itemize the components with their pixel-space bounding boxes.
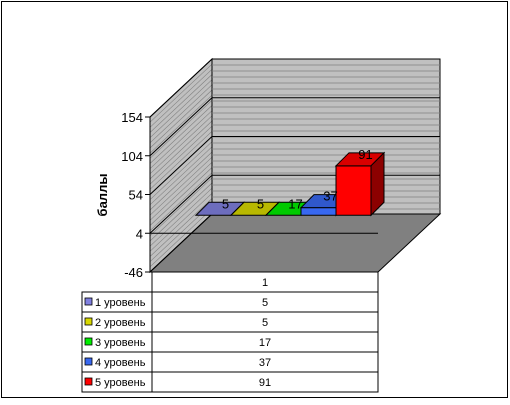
table-value: 91 [259, 377, 271, 389]
table-value: 5 [262, 317, 268, 329]
side-wall-hatch [149, 110, 213, 169]
side-wall-hatch [149, 125, 213, 185]
side-wall-hatch [149, 172, 213, 231]
side-wall-hatch [149, 151, 213, 211]
y-tick-label: 154 [121, 110, 143, 125]
side-wall-hatch [149, 131, 213, 190]
y-tick-label: 4 [136, 226, 143, 241]
table-value: 17 [259, 337, 271, 349]
legend-swatch [84, 317, 93, 326]
y-tick-label: -46 [124, 265, 143, 280]
legend-swatch [84, 377, 93, 386]
table-value: 5 [262, 297, 268, 309]
side-wall-hatch [149, 141, 213, 200]
side-wall-hatch [149, 177, 213, 237]
y-tick-label: 104 [121, 149, 143, 164]
bar-front [300, 207, 337, 216]
chart-walls [148, 57, 442, 274]
side-wall-hatch [149, 167, 213, 226]
side-wall-hatch [149, 208, 213, 268]
data-label: 5 [257, 196, 264, 211]
side-wall-hatch [149, 187, 213, 247]
side-wall-hatch [149, 162, 213, 221]
table-category: 1 [262, 277, 268, 289]
side-gridline [149, 97, 213, 157]
side-wall-hatch [149, 74, 213, 133]
legend-series-name: 3 уровень [95, 337, 146, 349]
bar-front [335, 165, 372, 216]
data-label: 91 [358, 147, 372, 162]
y-tick-label: 54 [129, 188, 143, 203]
side-wall-hatch [149, 84, 213, 144]
side-wall-hatch [149, 69, 213, 128]
legend-series-name: 2 уровень [95, 317, 146, 329]
legend-series-name: 1 уровень [95, 297, 146, 309]
data-table: 1 1 уровень 5 2 уровень 5 3 уровень 17 4 уровен… [81, 271, 379, 393]
data-labels: 5 5 17 37 91 [222, 147, 373, 211]
side-wall-hatch [149, 94, 213, 154]
bars [194, 151, 386, 217]
side-wall-hatch [149, 146, 213, 206]
side-wall-hatch [149, 79, 213, 138]
legend-series-name: 4 уровень [95, 357, 146, 369]
legend-swatch [84, 357, 93, 366]
side-wall-hatch [149, 63, 213, 123]
table-value: 37 [259, 357, 271, 369]
y-axis: 154 104 54 4 -46 [121, 110, 151, 280]
side-wall-hatch [149, 156, 213, 216]
y-axis-label: баллы [95, 174, 110, 217]
side-wall-hatch [149, 105, 213, 164]
side-wall-hatch [149, 198, 213, 257]
side-gridline [149, 213, 213, 273]
data-label: 5 [222, 196, 229, 211]
side-wall-hatch [149, 120, 213, 180]
side-wall-hatch [149, 193, 213, 252]
legend-series-name: 5 уровень [95, 377, 146, 389]
side-gridline [149, 174, 213, 234]
legend-swatch [84, 337, 93, 346]
data-label: 37 [323, 189, 337, 204]
bar-side [370, 151, 385, 217]
side-wall-hatch [149, 100, 213, 159]
side-gridline [149, 58, 213, 118]
legend-swatch [84, 297, 93, 306]
side-wall-hatch [149, 115, 213, 175]
data-label: 17 [288, 196, 302, 211]
side-gridline [149, 136, 213, 195]
side-wall-hatch [149, 182, 213, 242]
side-wall-hatch [149, 89, 213, 149]
